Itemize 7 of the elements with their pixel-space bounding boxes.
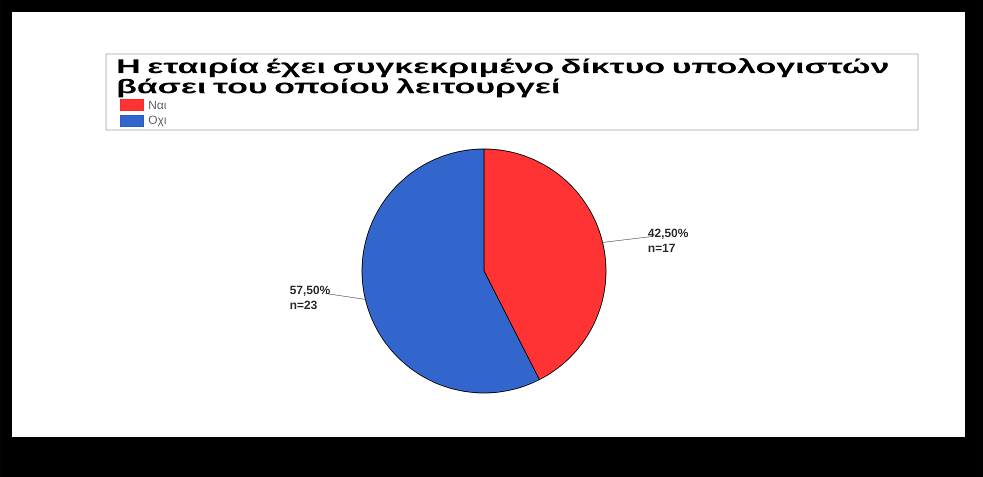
- text: n=23: [290, 300, 317, 310]
- data-label: 42,50%: [648, 228, 688, 239]
- chart-title: Η εταιρία έχει συγκεκριμένο δίκτυο υπολογιστών βάσει του οποίου λειτουργεί: [118, 58, 888, 98]
- legend-label: Ναι: [149, 100, 166, 110]
- data-label: 57,50%: [290, 286, 330, 296]
- legend-label: Οχι: [148, 116, 166, 126]
- text: n=17: [648, 244, 675, 252]
